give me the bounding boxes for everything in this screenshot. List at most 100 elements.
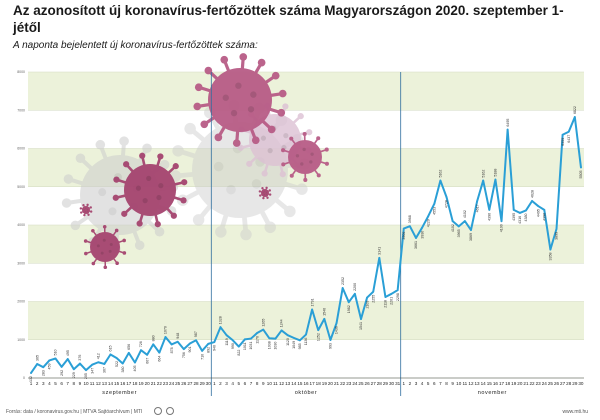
- virus-spot: [96, 244, 100, 248]
- data-label: 2255: [371, 295, 375, 303]
- x-tick-label: 15: [487, 381, 493, 386]
- x-tick-label: 2: [36, 381, 39, 386]
- data-label: 2201: [390, 297, 394, 305]
- data-label: 1541: [359, 322, 363, 330]
- data-label: 1436: [335, 326, 339, 334]
- virus-spike-tip: [83, 213, 86, 217]
- virus-spike-tip: [246, 160, 253, 167]
- virus-spot: [146, 175, 152, 181]
- data-point: [470, 229, 472, 231]
- virus-spike-tip: [142, 143, 152, 154]
- x-tick-label: 10: [83, 381, 89, 386]
- virus-spot: [235, 82, 242, 89]
- data-label: 522: [115, 361, 119, 367]
- x-tick-label: 21: [151, 381, 157, 386]
- x-tick-label: 8: [73, 381, 76, 386]
- virus-spot: [267, 148, 273, 154]
- x-tick-label: 23: [536, 381, 542, 386]
- data-label: 726: [139, 341, 143, 347]
- data-point: [121, 362, 124, 365]
- x-tick-label: 19: [138, 381, 144, 386]
- virus-spike: [258, 207, 273, 229]
- grid-band: [28, 72, 584, 111]
- data-label: 5188: [494, 169, 498, 177]
- chart-title: Az azonosított új koronavírus-fertőzötte…: [13, 3, 564, 35]
- virus-spike-tip: [122, 251, 127, 255]
- data-point: [66, 358, 69, 360]
- virus-spot: [84, 211, 86, 213]
- x-tick-label: 3: [42, 381, 45, 386]
- virus-spike-tip: [306, 129, 313, 136]
- x-tick-label: 3: [415, 381, 418, 386]
- y-tick-label: 6000: [17, 147, 25, 151]
- virus-illustration: [61, 53, 329, 270]
- y-tick-label: 1000: [17, 338, 25, 342]
- x-tick-label: 29: [200, 381, 206, 386]
- x-tick-label: 27: [371, 381, 377, 386]
- data-point: [580, 166, 582, 169]
- x-tick-label: 8: [256, 381, 259, 386]
- data-label: 822: [237, 350, 241, 356]
- virus-spike-tip: [297, 113, 304, 120]
- data-label: 3358: [549, 253, 553, 261]
- data-label: 4102: [451, 224, 455, 232]
- data-label: 948: [176, 333, 180, 339]
- data-point: [366, 296, 368, 299]
- x-tick-label: 1: [213, 381, 216, 386]
- virus-spike-tip: [75, 153, 86, 164]
- data-point: [427, 215, 430, 218]
- website-link[interactable]: www.mti.hu: [562, 409, 588, 415]
- x-tick-label: 18: [316, 381, 322, 386]
- data-label: 940: [213, 345, 217, 351]
- virus-body: [82, 206, 90, 214]
- data-point: [421, 226, 423, 229]
- data-point: [451, 220, 454, 222]
- x-tick-label: 16: [493, 381, 499, 386]
- virus-spike-tip: [324, 147, 329, 152]
- virus-spike-tip: [281, 162, 286, 167]
- virus-body: [288, 140, 322, 174]
- data-label: 6437: [567, 135, 571, 143]
- virus-body: [90, 232, 120, 262]
- virus-spike-tip: [324, 161, 329, 166]
- data-label: 495: [66, 350, 70, 356]
- virus-spike-tip: [192, 214, 205, 226]
- virus-spot: [230, 109, 238, 117]
- footer: Forrás: data / koronavirus.gov.hu | MTVA…: [6, 407, 594, 419]
- virus-spike-tip: [237, 144, 244, 151]
- virus-spot: [262, 192, 264, 194]
- data-label: 5162: [439, 170, 443, 178]
- virus-spot: [265, 193, 267, 195]
- x-tick-label: 29: [572, 381, 578, 386]
- virus-spot: [142, 198, 148, 204]
- virus-spike-tip: [200, 120, 209, 129]
- x-tick-label: 1: [402, 381, 405, 386]
- y-tick-label: 2000: [17, 300, 25, 304]
- x-tick-label: 13: [285, 381, 291, 386]
- x-tick-label: 5: [238, 381, 241, 386]
- data-point: [347, 301, 350, 304]
- virus-spot: [247, 106, 255, 113]
- virus-spike-tip: [154, 226, 165, 237]
- virus-spot: [250, 91, 257, 98]
- virus-spike-tip: [264, 221, 276, 234]
- data-point: [60, 365, 63, 368]
- virus-spike-tip: [239, 53, 248, 61]
- virus-spot: [100, 251, 104, 255]
- data-label: 2200: [353, 283, 357, 291]
- virus-spike-tip: [266, 196, 269, 199]
- virus-spike-tip: [259, 194, 262, 197]
- x-tick-label: 28: [193, 381, 199, 386]
- x-tick-label: 24: [542, 381, 548, 386]
- data-point: [103, 363, 106, 365]
- data-point: [415, 237, 417, 239]
- virus-spike-tip: [240, 228, 252, 241]
- x-tick-label: 23: [346, 381, 352, 386]
- data-point: [274, 337, 277, 340]
- data-point: [335, 322, 338, 324]
- x-tick-label: 13: [475, 381, 481, 386]
- virus-spike-tip: [284, 205, 296, 218]
- virus-spot: [264, 190, 266, 192]
- virus-body: [124, 164, 176, 216]
